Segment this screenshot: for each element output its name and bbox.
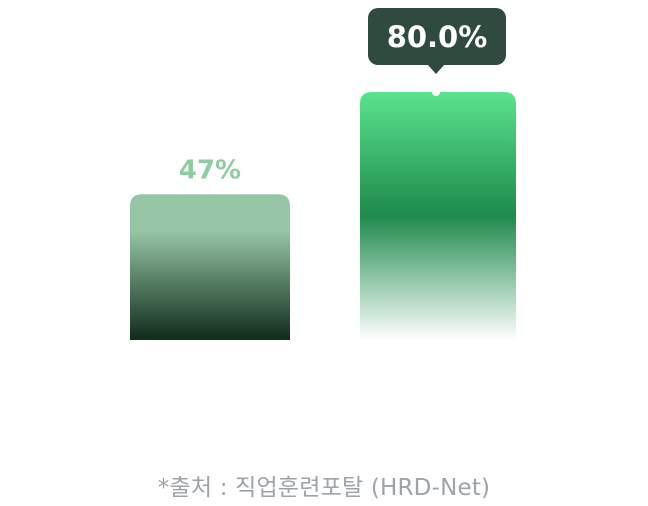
value-marker-dot <box>432 88 440 96</box>
source-note: *출처 : 직업훈련포탈 (HRD-Net) <box>157 475 491 501</box>
data-label-2: 80.0% <box>387 20 488 54</box>
bar-2 <box>360 92 516 340</box>
bars <box>130 92 516 340</box>
tooltip-box <box>368 8 506 65</box>
data-labels: 47% 80.0% <box>179 8 506 185</box>
bar-1 <box>130 194 290 340</box>
data-label-1: 47% <box>179 155 241 185</box>
tooltip-pointer <box>427 64 445 74</box>
bar-chart: 47% 80.0% <box>45 8 595 340</box>
